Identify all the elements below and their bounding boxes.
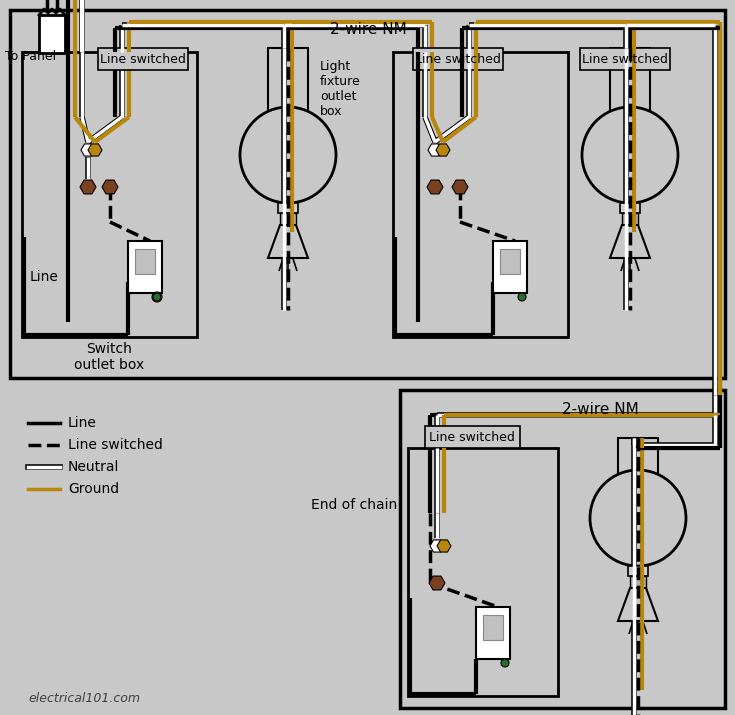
Bar (622, 213, 638, 225)
Text: Switch
outlet box: Switch outlet box (74, 342, 144, 373)
Bar (425, 426, 520, 448)
Text: End of chain: End of chain (311, 498, 397, 512)
Circle shape (240, 107, 336, 203)
Bar (393, 52, 568, 337)
Bar (493, 241, 527, 293)
Text: Line switched: Line switched (429, 430, 515, 443)
Bar (413, 48, 503, 70)
Bar (128, 241, 162, 293)
Text: Line switched: Line switched (68, 438, 163, 452)
Bar (483, 615, 503, 640)
Text: Line switched: Line switched (582, 52, 668, 66)
Bar (630, 576, 646, 588)
Text: Line: Line (68, 416, 97, 430)
Bar (10, 10, 725, 378)
Bar (280, 213, 296, 225)
Circle shape (590, 470, 686, 566)
Bar (135, 249, 155, 274)
Bar (610, 48, 650, 116)
Text: Ground: Ground (68, 482, 119, 496)
Bar (278, 203, 298, 213)
Bar (580, 48, 670, 70)
Circle shape (501, 659, 509, 667)
Circle shape (152, 292, 162, 302)
Circle shape (153, 293, 161, 301)
Bar (408, 448, 558, 696)
Bar (500, 249, 520, 274)
Text: Line: Line (30, 270, 59, 284)
Bar (39, 15, 65, 53)
Bar (268, 48, 308, 116)
Bar (618, 438, 658, 503)
Bar (98, 48, 188, 70)
Text: Neutral: Neutral (68, 460, 119, 474)
Polygon shape (610, 225, 650, 258)
Text: 2-wire NM: 2-wire NM (562, 402, 639, 417)
Bar (400, 390, 725, 708)
Bar (476, 607, 510, 659)
Text: To Panel: To Panel (5, 50, 56, 63)
Text: electrical101.com: electrical101.com (28, 692, 140, 705)
Text: Light
fixture
outlet
box: Light fixture outlet box (320, 60, 361, 118)
Text: Line switched: Line switched (100, 52, 186, 66)
Bar (628, 566, 648, 576)
Polygon shape (618, 588, 658, 621)
Bar (22, 52, 197, 337)
Circle shape (518, 293, 526, 301)
Text: 2-wire NM: 2-wire NM (329, 22, 406, 37)
Text: Line switched: Line switched (415, 52, 501, 66)
Polygon shape (268, 225, 308, 258)
Circle shape (582, 107, 678, 203)
Bar (620, 203, 640, 213)
